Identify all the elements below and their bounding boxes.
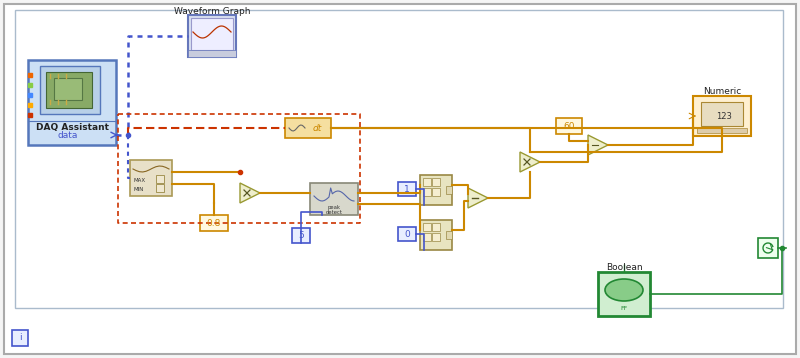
Bar bbox=[54, 78, 82, 100]
Text: i: i bbox=[18, 334, 22, 343]
Bar bbox=[697, 128, 747, 133]
Bar bbox=[188, 15, 236, 57]
Text: 5: 5 bbox=[298, 231, 304, 240]
Text: DAQ Assistant: DAQ Assistant bbox=[35, 122, 109, 131]
Bar bbox=[420, 175, 452, 205]
Text: FF: FF bbox=[620, 306, 628, 311]
Bar bbox=[758, 238, 778, 258]
Polygon shape bbox=[468, 188, 488, 208]
Text: 0: 0 bbox=[404, 229, 410, 238]
Polygon shape bbox=[588, 135, 608, 155]
Bar bbox=[285, 118, 331, 138]
Bar bbox=[46, 72, 92, 108]
Text: dt: dt bbox=[312, 124, 322, 132]
Text: MAX: MAX bbox=[134, 178, 146, 183]
Bar bbox=[432, 233, 440, 241]
Bar bbox=[398, 182, 416, 196]
Bar bbox=[432, 178, 440, 186]
Text: 60: 60 bbox=[563, 121, 574, 131]
Text: 0.8: 0.8 bbox=[207, 218, 221, 227]
Bar bbox=[423, 178, 431, 186]
Bar bbox=[598, 272, 650, 316]
Text: MIN: MIN bbox=[134, 187, 144, 192]
Bar bbox=[446, 186, 452, 194]
Bar bbox=[310, 183, 358, 215]
Polygon shape bbox=[520, 152, 540, 172]
Bar bbox=[423, 233, 431, 241]
Bar bbox=[156, 175, 164, 183]
Text: Numeric: Numeric bbox=[703, 87, 741, 96]
Polygon shape bbox=[240, 183, 260, 203]
Bar bbox=[40, 66, 100, 114]
Text: 123: 123 bbox=[716, 111, 732, 121]
Bar bbox=[432, 188, 440, 196]
Bar bbox=[423, 223, 431, 231]
Text: data: data bbox=[58, 131, 78, 140]
Bar bbox=[130, 160, 172, 196]
Bar bbox=[446, 231, 452, 239]
Bar bbox=[420, 220, 452, 250]
Bar bbox=[15, 10, 783, 308]
Bar bbox=[188, 50, 236, 57]
Bar bbox=[191, 18, 233, 50]
Bar bbox=[693, 96, 751, 136]
Bar bbox=[156, 184, 164, 192]
Bar bbox=[200, 215, 228, 231]
Text: Waveform Graph: Waveform Graph bbox=[174, 6, 250, 15]
Bar bbox=[432, 223, 440, 231]
Bar bbox=[423, 188, 431, 196]
Text: Boolean: Boolean bbox=[606, 262, 642, 271]
Bar bbox=[292, 228, 310, 243]
Ellipse shape bbox=[605, 279, 643, 301]
Bar bbox=[28, 60, 116, 145]
Text: 1: 1 bbox=[404, 184, 410, 194]
Text: peak
detect: peak detect bbox=[326, 205, 342, 216]
Bar bbox=[12, 330, 28, 346]
Bar bbox=[556, 118, 582, 134]
Bar bbox=[701, 102, 743, 126]
Bar bbox=[398, 227, 416, 241]
